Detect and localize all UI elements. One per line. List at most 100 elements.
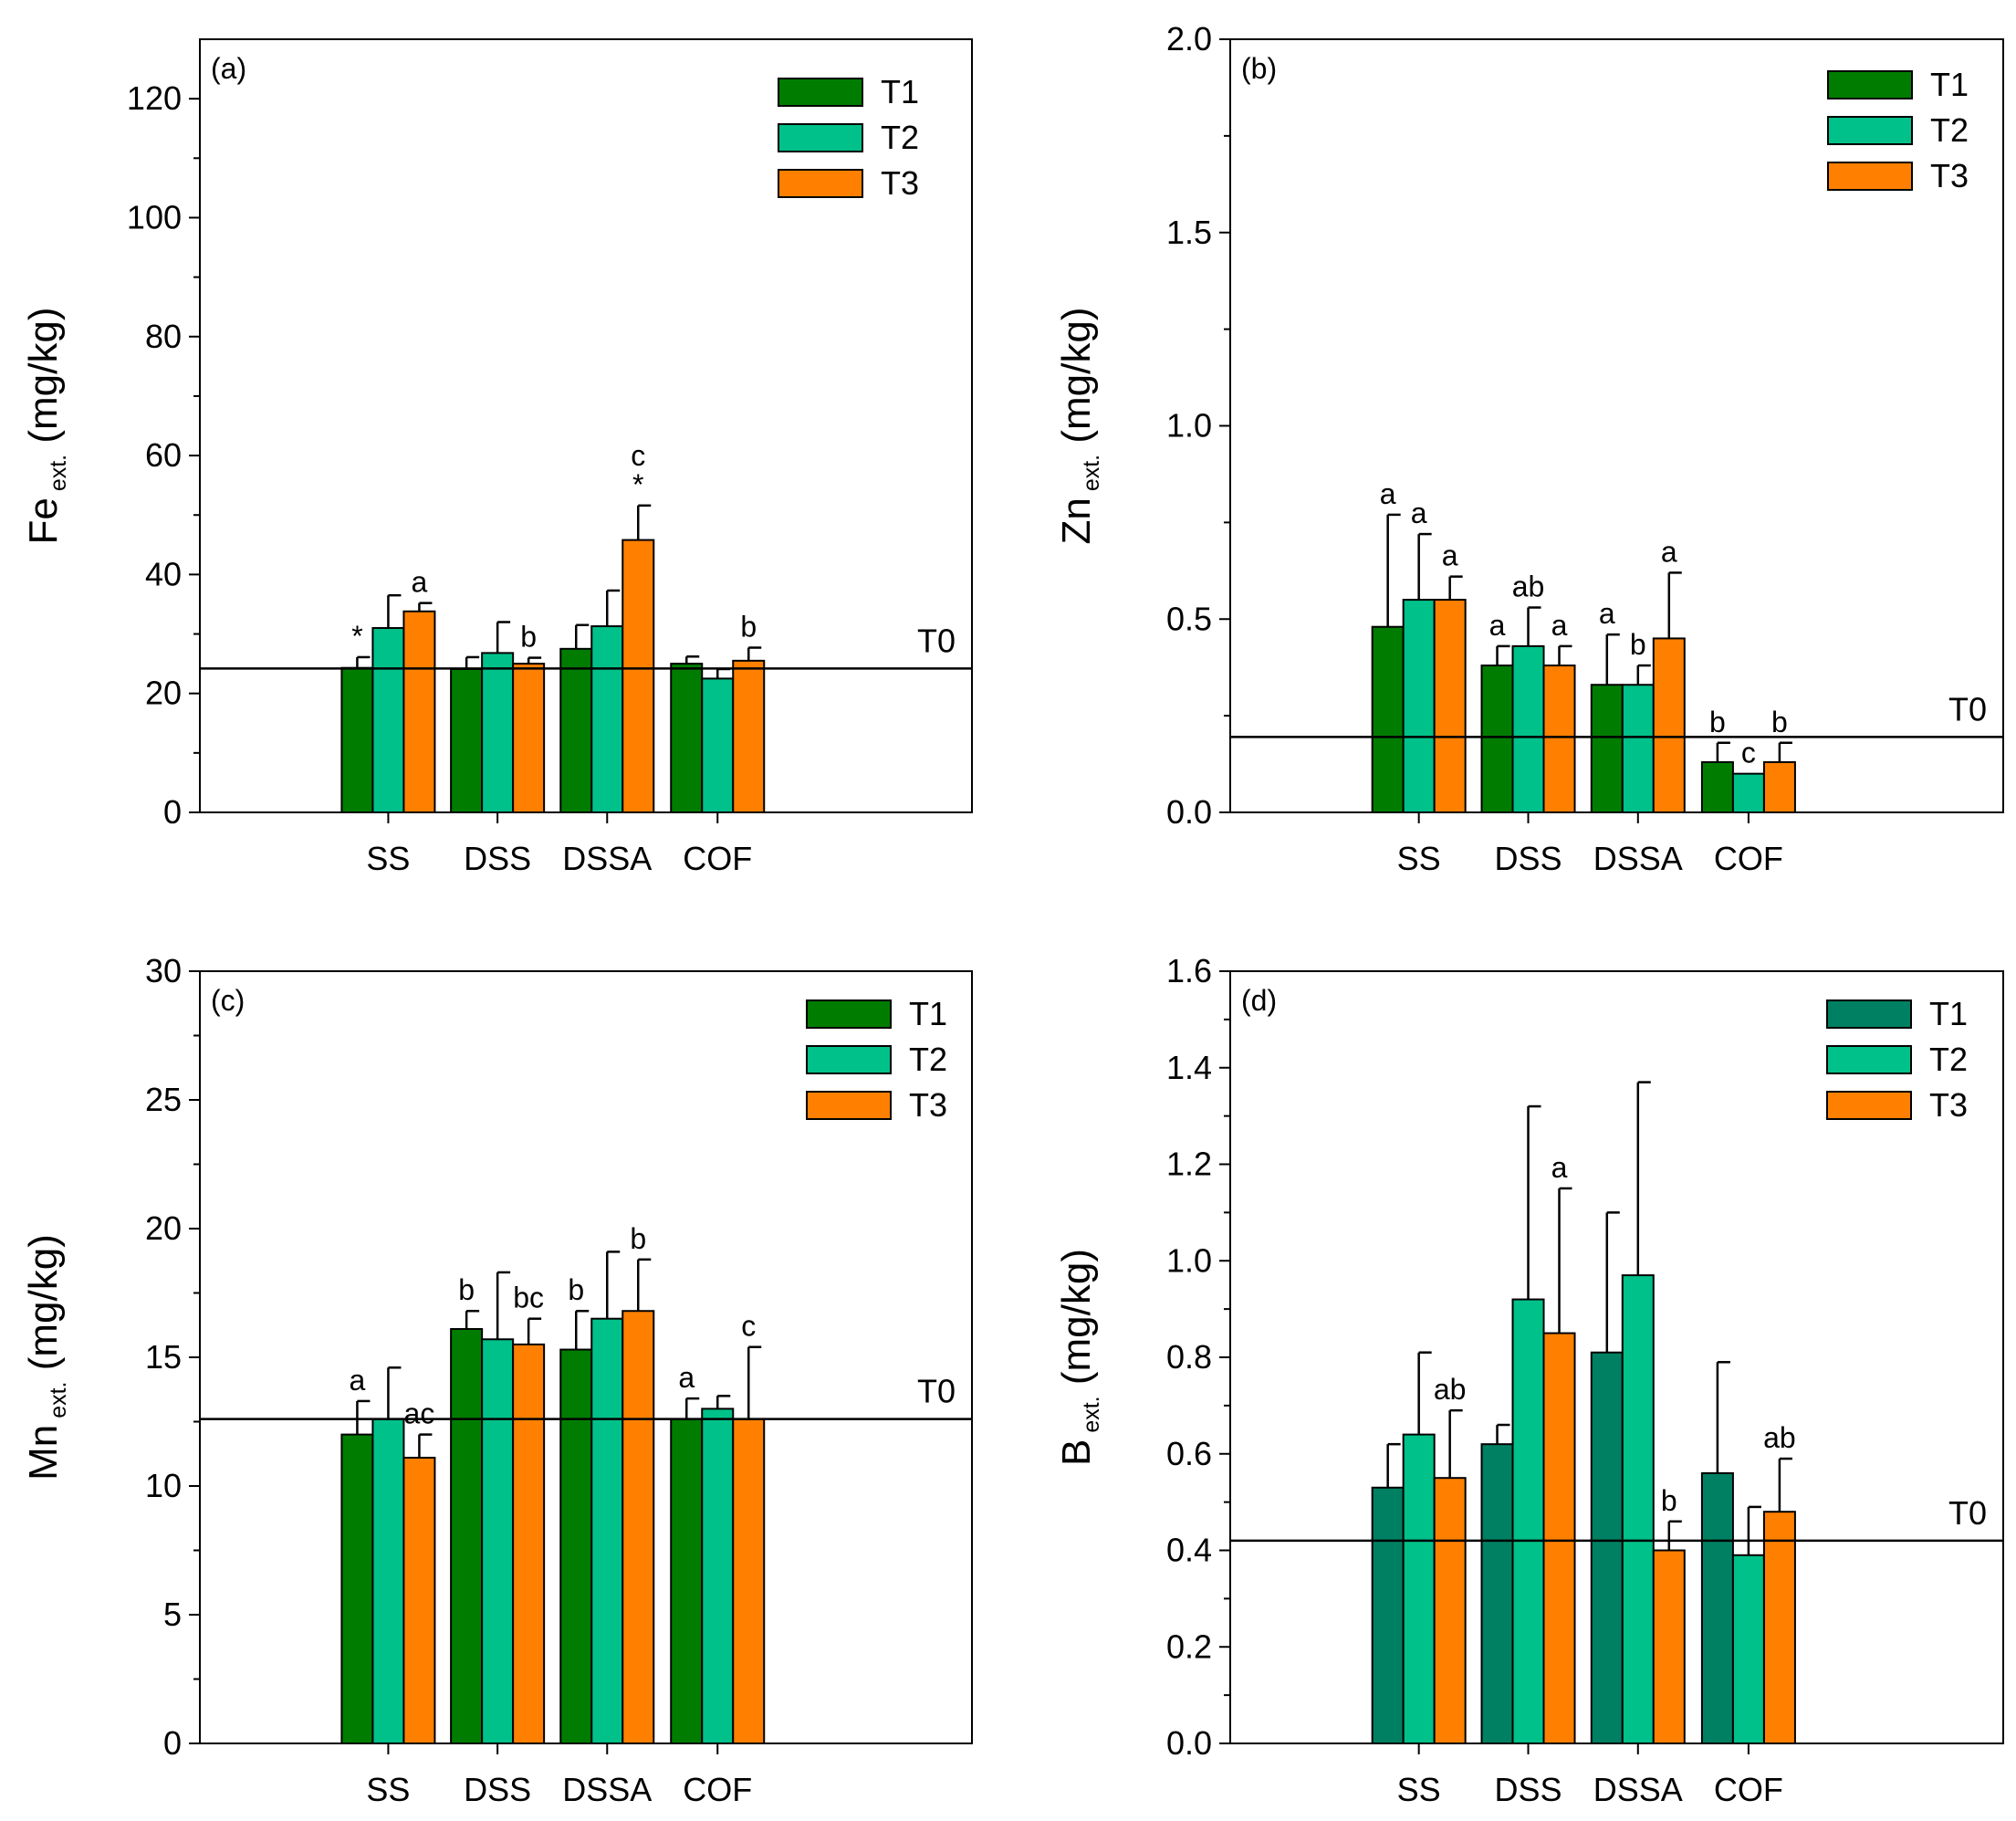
y-tick-label: 1.2 [1166,1146,1212,1183]
legend-label-T2: T2 [1930,111,1969,149]
significance-letter: a [1380,477,1396,510]
reference-line-label: T0 [917,622,956,659]
legend-label-T1: T1 [881,73,919,110]
legend-label-T1: T1 [909,995,947,1032]
bar-T3-DSSA [1652,1549,1686,1744]
bar-T1-DSS [450,667,484,814]
legend-label-T3: T3 [1930,157,1969,194]
bar-T2-DSSA [590,625,624,814]
y-label-sub: ext. [1079,1396,1104,1439]
bar-T1-DSS [1480,665,1514,813]
significance-letter: a [1489,609,1506,642]
legend: T1 T2 T3 [1827,66,1969,194]
y-label-unit: (mg/kg) [21,308,66,455]
legend-swatch-T1 [1826,999,1912,1029]
significance-letter: a [350,1364,366,1397]
significance-letter: b [568,1273,584,1306]
legend-swatch-T3 [1827,162,1913,191]
legend: T1 T2 T3 [806,995,947,1124]
significance-letter: b [458,1273,475,1306]
bar-T2-DSS [481,1338,515,1744]
y-tick-label: 0 [163,793,182,831]
bar-T3-DSSA [622,1310,655,1744]
y-tick-label: 25 [145,1081,182,1118]
bar-T2-DSSA [1621,1274,1655,1745]
bar-T2-SS [371,1418,405,1745]
legend-swatch-T3 [1826,1091,1912,1120]
legend-swatch-T1 [778,78,863,107]
legend-swatch-T2 [1826,1045,1912,1074]
bar-T3-DSS [512,1343,546,1745]
legend-swatch-T2 [806,1045,892,1074]
bar-T2-COF [701,1408,735,1745]
bar-T3-DSS [1542,1332,1576,1744]
y-label-main: B [1054,1439,1099,1466]
y-tick-label: 0.0 [1166,793,1212,831]
y-tick-label: 1.0 [1166,407,1212,445]
bar-T3-DSSA [1652,637,1686,813]
x-tick-label: DSS [1495,1771,1562,1808]
y-tick-label: 30 [145,952,182,989]
bar-T1-SS [340,1433,374,1744]
bar-T3-COF [1762,760,1796,814]
y-tick-label: 1.4 [1166,1049,1212,1086]
legend-label-T3: T3 [909,1086,947,1124]
significance-letter: b [520,621,537,654]
x-tick-label: DSSA [562,840,652,877]
x-tick-label: SS [366,840,410,877]
y-axis-label: Mn ext. (mg/kg) [21,1234,71,1481]
bar-T1-COF [1700,760,1734,814]
significance-letter: a [1551,1151,1568,1184]
significance-letter: * [632,468,643,501]
y-tick-label: 20 [145,1209,182,1247]
significance-letter: a [1411,497,1427,529]
bar-T2-DSS [481,652,515,813]
y-tick-label: 0.2 [1166,1627,1212,1665]
panel-label: (c) [211,984,245,1017]
legend: T1 T2 T3 [1826,995,1968,1124]
y-label-main: Fe [21,497,66,544]
legend-label-T3: T3 [881,164,919,202]
y-label-unit: (mg/kg) [1054,1249,1099,1396]
reference-line-label: T0 [917,1373,956,1410]
y-tick-label: 40 [145,555,182,592]
panel-label: (a) [211,52,246,85]
legend-label-T3: T3 [1929,1086,1968,1124]
panel-b: 0.00.51.01.52.0Zn ext. (mg/kg)(b)SSaaaDS… [1054,20,2004,877]
y-tick-label: 10 [145,1467,182,1504]
legend-label-T2: T2 [1929,1041,1968,1078]
y-tick-label: 20 [145,675,182,712]
y-tick-label: 60 [145,436,182,474]
significance-letter: ab [1763,1421,1796,1454]
bar-T1-COF [670,1418,704,1745]
bar-T2-COF [1731,1554,1765,1744]
significance-letter: b [1661,1484,1677,1517]
bar-T3-DSS [512,663,546,813]
legend-swatch-T2 [1827,116,1913,145]
significance-letter: c [741,1310,756,1343]
y-tick-label: 1.0 [1166,1241,1212,1279]
y-tick-label: 100 [127,198,182,235]
legend: T1 T2 T3 [778,73,919,202]
x-tick-label: DSS [464,840,531,877]
y-label-sub: ext. [1079,455,1104,497]
y-axis-label: Zn ext. (mg/kg) [1054,308,1104,545]
y-tick-label: 1.6 [1166,952,1212,989]
x-tick-label: DSSA [562,1771,652,1808]
bar-T2-SS [1402,599,1436,814]
bar-T1-DSSA [559,647,593,813]
y-tick-label: 0 [163,1724,182,1762]
bar-T2-DSSA [590,1317,624,1744]
bar-T3-DSS [1542,665,1576,813]
bar-T2-SS [371,627,405,813]
legend-label-T2: T2 [881,119,919,156]
significance-letter: ab [1512,570,1545,603]
y-label-unit: (mg/kg) [21,1234,66,1381]
y-label-unit: (mg/kg) [1054,308,1099,455]
y-tick-label: 120 [127,79,182,117]
reference-line-label: T0 [1948,1494,1987,1532]
x-tick-label: DSSA [1593,1771,1683,1808]
legend-swatch-T2 [778,123,863,152]
